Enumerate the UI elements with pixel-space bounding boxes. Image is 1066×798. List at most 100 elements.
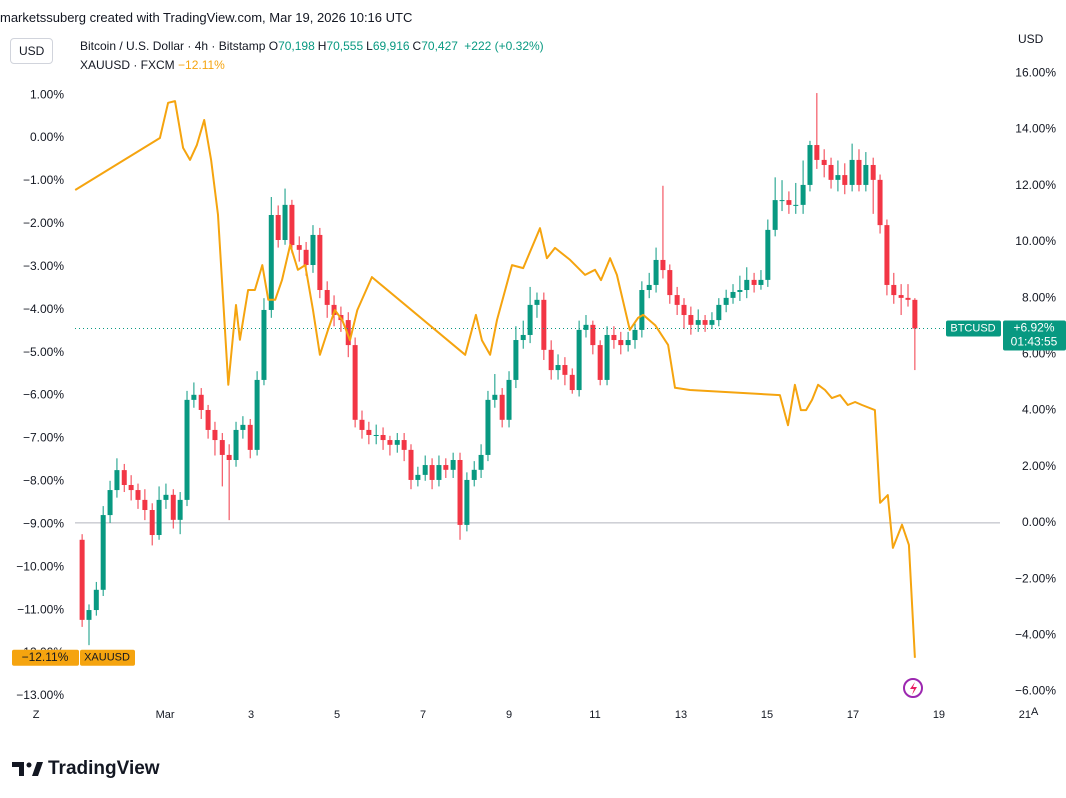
right-scale-label: USD — [1018, 32, 1044, 46]
candle-body — [170, 494, 176, 520]
countdown: 01:43:55 — [1011, 335, 1058, 349]
price-tag-label: +6.92% — [1013, 321, 1054, 335]
candle-body — [765, 229, 771, 280]
candle-body — [184, 399, 190, 500]
candle-body — [394, 440, 400, 445]
candle-body — [639, 290, 645, 330]
candle-body — [114, 470, 120, 491]
candle-body — [527, 304, 533, 335]
y2-tick-label: −9.00% — [23, 516, 64, 530]
candle-body — [814, 145, 820, 160]
legend-value: 70,198 — [278, 39, 315, 53]
candle-body — [744, 279, 750, 291]
candle-body — [863, 164, 869, 185]
candle-body — [562, 365, 568, 375]
candle-body — [478, 454, 484, 470]
y-tick-label: 16.00% — [1015, 66, 1056, 80]
plot — [74, 93, 1000, 658]
watermark: marketssuberg created with TradingView.c… — [0, 10, 413, 25]
candle-body — [786, 200, 792, 205]
x-tick-label: Z — [33, 709, 40, 721]
candle-body — [212, 429, 218, 441]
candle-body — [870, 164, 876, 180]
candle-body — [877, 179, 883, 226]
candle-body — [261, 309, 267, 380]
assistant-icon[interactable] — [903, 678, 923, 698]
auto-scale-button[interactable]: A — [1031, 706, 1039, 718]
candle-body — [583, 324, 589, 330]
candle-body — [625, 340, 631, 346]
y2-tick-label: −13.00% — [16, 688, 64, 702]
candle-body — [191, 394, 197, 400]
legend-change: +222 (+0.32%) — [464, 39, 544, 53]
candle-body — [107, 490, 113, 516]
x-tick-label: 15 — [761, 709, 773, 721]
candle-body — [79, 539, 85, 620]
candle-body — [303, 249, 309, 266]
candle-body — [240, 424, 246, 430]
y-tick-label: 4.00% — [1022, 403, 1056, 417]
candle-body — [835, 175, 841, 180]
y-tick-label: −2.00% — [1015, 571, 1056, 585]
candle-body — [905, 297, 911, 300]
candle-body — [681, 304, 687, 316]
legend-title: Bitcoin / U.S. Dollar · 4h · Bitstamp — [80, 39, 266, 53]
candle-body — [429, 465, 435, 480]
symbol-tag — [80, 649, 135, 666]
candle-body — [352, 345, 358, 420]
candle-body — [604, 334, 610, 380]
candle-body — [513, 340, 519, 380]
candle-body — [737, 290, 743, 292]
y-tick-label: −4.00% — [1015, 627, 1056, 641]
legend-value: 70,427 — [421, 39, 458, 53]
candle-body — [548, 349, 554, 371]
candle-body — [415, 474, 421, 480]
price-tag-label: −12.11% — [22, 650, 69, 664]
x-tick-label: 11 — [589, 709, 600, 721]
y-tick-label: 0.00% — [1022, 515, 1056, 529]
candle-body — [590, 324, 596, 346]
candle-body — [296, 245, 302, 250]
y-tick-label: 10.00% — [1015, 234, 1056, 248]
legend-value: 70,555 — [326, 39, 364, 53]
candle-body — [856, 159, 862, 185]
candle-body — [408, 449, 414, 480]
legend-key: C — [412, 39, 422, 53]
candle-body — [646, 284, 652, 291]
candle-body — [758, 279, 764, 285]
left-scale-button[interactable]: USD — [10, 38, 54, 64]
line-series — [74, 100, 916, 658]
legend-key: L — [366, 39, 373, 53]
legend-title: XAUUSD · FXCM — [80, 58, 175, 72]
legend-key: O — [268, 39, 279, 53]
candle-body — [653, 259, 659, 285]
y2-tick-label: −11.00% — [17, 602, 64, 616]
candle-body — [198, 394, 204, 410]
y2-tick-label: −5.00% — [23, 345, 64, 359]
candle-body — [163, 494, 169, 500]
candle-body — [324, 290, 330, 305]
legend-fields: O70,198 H70,555 L69,916 C70,427 — [269, 39, 461, 53]
x-tick-label: 21 — [1019, 709, 1031, 721]
candle-body — [807, 145, 813, 185]
candle-body — [520, 334, 526, 341]
candle-body — [317, 234, 323, 291]
y2-tick-label: −10.00% — [16, 559, 64, 573]
candle-body — [135, 490, 141, 500]
y-tick-label: 8.00% — [1022, 290, 1056, 304]
candle-body — [275, 214, 281, 240]
candle-body — [436, 465, 442, 480]
candle-body — [842, 175, 848, 185]
candle-body — [366, 429, 372, 435]
candle-body — [254, 379, 260, 450]
candle-body — [884, 225, 890, 285]
legend-value: 69,916 — [372, 39, 410, 53]
candle-body — [142, 499, 148, 511]
candle-body — [660, 259, 666, 271]
candle-body — [380, 434, 386, 441]
symbol-tag-label: XAUUSD — [84, 652, 130, 664]
candle-body — [618, 340, 624, 346]
candle-body — [387, 440, 393, 445]
